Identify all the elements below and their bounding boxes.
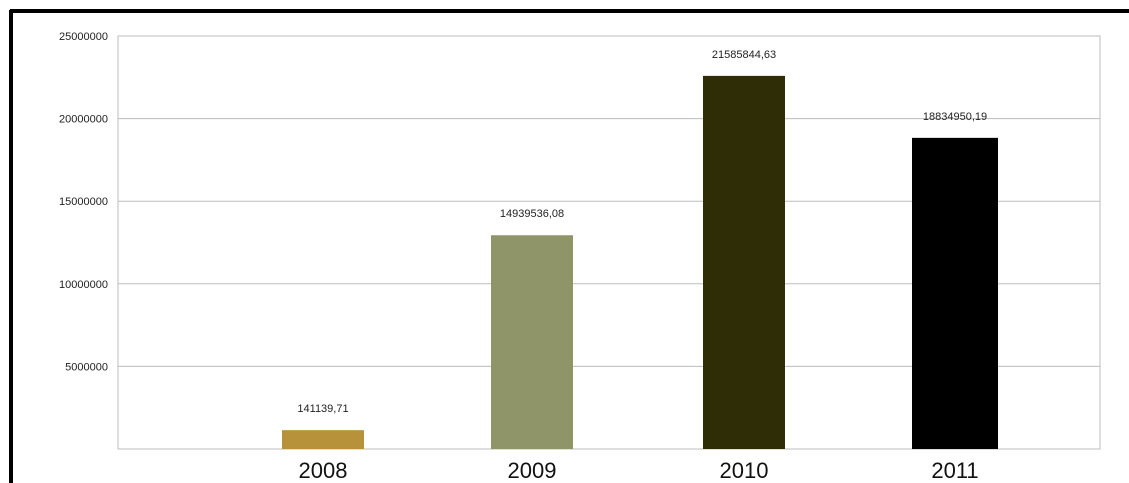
data-label-2009: 14939536,08 (500, 208, 564, 220)
y-tick-label: 25000000 (59, 31, 108, 43)
y-axis-ticks: 5000000 10000000 15000000 20000000 25000000 (59, 31, 108, 373)
bar-2010 (703, 75, 785, 450)
x-category-label: 2010 (720, 458, 769, 483)
x-axis-categories: 2008 2009 2010 2011 (299, 458, 979, 483)
bar-2009 (491, 235, 573, 449)
bars (282, 75, 998, 450)
data-label-2008: 141139,71 (297, 403, 348, 415)
x-category-label: 2008 (299, 458, 348, 483)
bar-2011 (912, 137, 998, 449)
x-category-label: 2011 (931, 458, 978, 483)
data-label-2011: 18834950,19 (923, 111, 987, 123)
y-tick-label: 5000000 (65, 361, 108, 373)
y-tick-label: 15000000 (59, 196, 108, 208)
y-tick-label: 20000000 (59, 114, 108, 126)
y-tick-label: 10000000 (59, 279, 108, 291)
bar-2008 (282, 430, 364, 449)
data-label-2010: 21585844,63 (712, 49, 776, 61)
data-labels: 141139,71 14939536,08 21585844,63 18834950,… (297, 49, 987, 415)
x-category-label: 2009 (508, 458, 557, 483)
